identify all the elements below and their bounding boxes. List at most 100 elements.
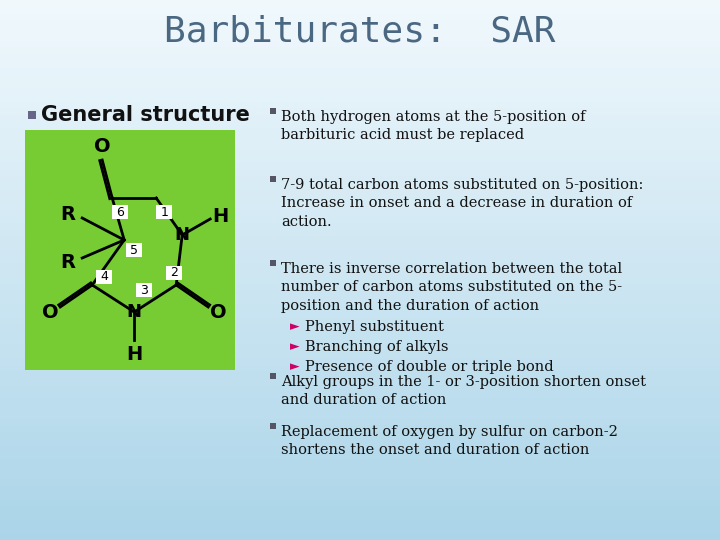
Bar xyxy=(0,297,720,303)
Bar xyxy=(0,324,720,330)
Text: ►: ► xyxy=(290,320,300,333)
Bar xyxy=(0,534,720,540)
Bar xyxy=(0,156,720,162)
Text: 5: 5 xyxy=(130,244,138,256)
Bar xyxy=(0,168,720,176)
Bar xyxy=(0,384,720,391)
Bar xyxy=(0,256,720,263)
Bar xyxy=(0,209,720,216)
Bar xyxy=(0,40,720,47)
Text: 7-9 total carbon atoms substituted on 5-position:
Increase in onset and a decrea: 7-9 total carbon atoms substituted on 5-… xyxy=(281,178,644,229)
FancyBboxPatch shape xyxy=(112,205,128,219)
Bar xyxy=(0,399,720,405)
Text: Phenyl substituent: Phenyl substituent xyxy=(305,320,444,334)
Bar xyxy=(0,108,720,115)
Bar xyxy=(0,135,720,141)
Text: 1: 1 xyxy=(161,206,168,219)
Bar xyxy=(28,111,36,119)
Bar xyxy=(0,27,720,33)
Text: Replacement of oxygen by sulfur on carbon-2
shortens the onset and duration of a: Replacement of oxygen by sulfur on carbo… xyxy=(281,425,618,457)
Bar xyxy=(0,364,720,372)
Text: There is inverse correlation between the total
number of carbon atoms substitute: There is inverse correlation between the… xyxy=(281,262,622,313)
Bar xyxy=(0,426,720,432)
Bar xyxy=(0,195,720,202)
Text: Barbiturates:  SAR: Barbiturates: SAR xyxy=(164,15,556,49)
Bar xyxy=(0,243,720,249)
Bar xyxy=(0,519,720,526)
Bar xyxy=(0,418,720,426)
Bar xyxy=(0,60,720,68)
Bar xyxy=(0,54,720,60)
Text: General structure: General structure xyxy=(41,105,250,125)
Bar xyxy=(0,189,720,195)
Bar xyxy=(270,373,276,379)
Bar xyxy=(0,284,720,291)
Bar xyxy=(0,453,720,459)
Bar xyxy=(0,317,720,324)
Bar xyxy=(0,392,720,399)
Text: O: O xyxy=(42,303,58,322)
Text: N: N xyxy=(175,226,189,244)
FancyBboxPatch shape xyxy=(126,243,142,257)
Bar xyxy=(0,480,720,486)
Bar xyxy=(0,14,720,20)
Bar xyxy=(270,108,276,114)
Text: R: R xyxy=(60,253,76,272)
Bar xyxy=(0,183,720,189)
Bar xyxy=(0,351,720,357)
Bar xyxy=(0,276,720,284)
Text: R: R xyxy=(60,205,76,224)
Bar xyxy=(0,222,720,230)
Bar xyxy=(0,102,720,108)
Bar xyxy=(270,423,276,429)
Text: Alkyl groups in the 1- or 3-position shorten onset
and duration of action: Alkyl groups in the 1- or 3-position sho… xyxy=(281,375,646,407)
Text: Both hydrogen atoms at the 5-position of
barbituric acid must be replaced: Both hydrogen atoms at the 5-position of… xyxy=(281,110,585,143)
Bar xyxy=(0,465,720,472)
Bar xyxy=(0,507,720,513)
Bar xyxy=(0,513,720,519)
Bar xyxy=(0,47,720,54)
Text: Presence of double or triple bond: Presence of double or triple bond xyxy=(305,360,554,374)
Bar xyxy=(0,122,720,128)
Bar xyxy=(0,176,720,183)
Bar xyxy=(0,162,720,168)
Bar xyxy=(0,68,720,74)
Bar xyxy=(0,405,720,411)
Bar xyxy=(0,378,720,384)
Text: H: H xyxy=(126,345,143,363)
Bar xyxy=(0,438,720,445)
Bar xyxy=(25,130,235,370)
Text: ►: ► xyxy=(290,340,300,353)
Text: ►: ► xyxy=(290,360,300,373)
Bar xyxy=(0,330,720,338)
Bar xyxy=(0,270,720,276)
Bar xyxy=(0,291,720,297)
Text: 3: 3 xyxy=(140,284,148,296)
Bar xyxy=(270,176,276,182)
FancyBboxPatch shape xyxy=(136,283,152,297)
FancyBboxPatch shape xyxy=(96,270,112,284)
Bar xyxy=(270,260,276,266)
Text: N: N xyxy=(127,303,142,321)
Bar xyxy=(0,486,720,492)
Text: O: O xyxy=(94,137,110,156)
Bar xyxy=(0,87,720,94)
Bar xyxy=(0,432,720,438)
Text: O: O xyxy=(210,303,227,322)
Bar xyxy=(0,0,720,6)
Bar xyxy=(0,411,720,418)
Text: 2: 2 xyxy=(170,267,178,280)
Bar xyxy=(0,500,720,507)
Bar xyxy=(0,141,720,149)
Bar xyxy=(0,216,720,222)
Bar xyxy=(0,345,720,351)
Text: Branching of alkyls: Branching of alkyls xyxy=(305,340,449,354)
Bar xyxy=(0,263,720,270)
FancyBboxPatch shape xyxy=(166,266,182,280)
FancyBboxPatch shape xyxy=(156,205,172,219)
Bar xyxy=(0,94,720,102)
Text: H: H xyxy=(212,207,228,226)
Bar xyxy=(0,492,720,500)
Bar xyxy=(0,6,720,14)
Bar xyxy=(0,128,720,135)
